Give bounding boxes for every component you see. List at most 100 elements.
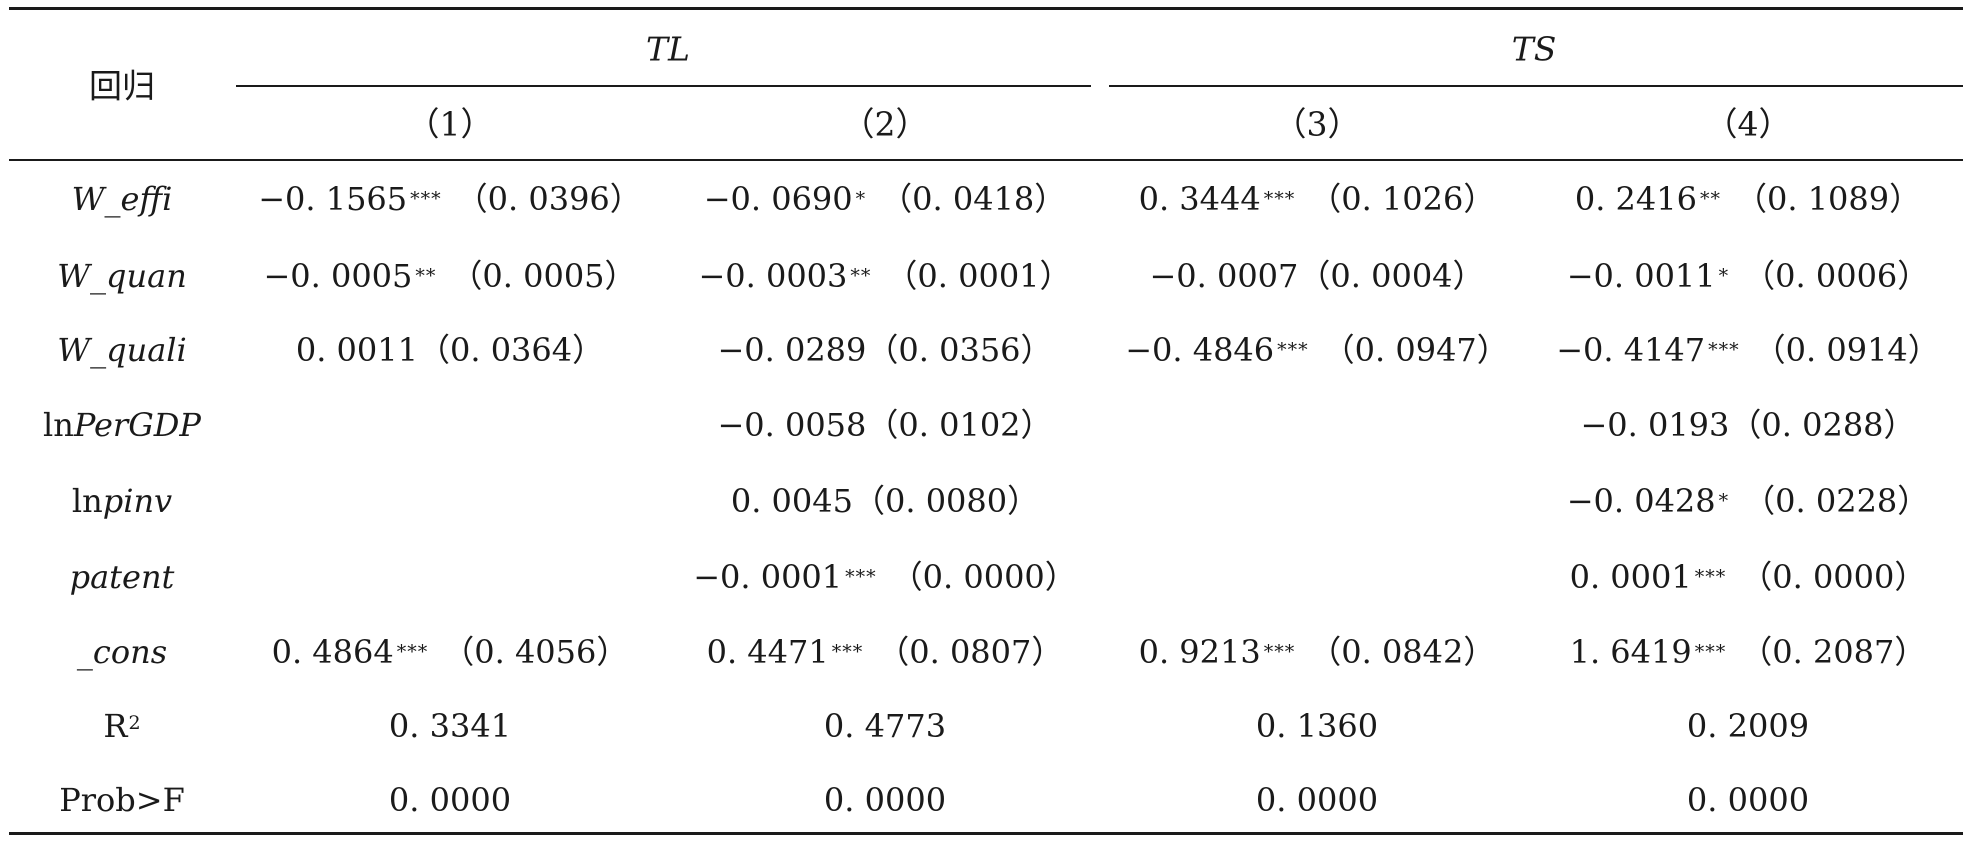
group-rule-ts (1109, 85, 1963, 87)
significance-stars: *** (1263, 188, 1296, 210)
significance-stars: * (855, 188, 867, 210)
coefficient-value: 0. 2416 (1574, 180, 1697, 218)
row-label: W_effi (72, 183, 173, 215)
coefficient-value: 0. 0000 (388, 781, 512, 819)
table-cell: 0. 2009 (1687, 710, 1809, 742)
significance-stars: *** (1277, 339, 1309, 361)
coefficient-value: 0. 0045 (730, 482, 853, 520)
standard-error: （0. 0396） (455, 180, 642, 218)
table-cell: −0. 4147 *** （0. 0914） (1556, 334, 1940, 366)
coefficient-value: 0. 0000 (1686, 781, 1810, 819)
standard-error: （0. 0005） (450, 257, 637, 295)
coefficient-value: 0. 4773 (823, 707, 947, 745)
table-cell: 0. 9213 *** （0. 0842） (1139, 636, 1496, 668)
table-cell: 0. 0011（0. 0364） (296, 334, 604, 366)
row-label: W_quali (57, 334, 187, 366)
significance-stars: *** (410, 188, 442, 210)
row-label: _cons (77, 636, 167, 668)
standard-error: （0. 0356） (866, 331, 1053, 369)
significance-stars: * (1718, 490, 1730, 512)
significance-stars: ** (415, 265, 437, 287)
significance-stars: *** (1263, 641, 1296, 663)
significance-stars: *** (1694, 566, 1727, 588)
significance-stars: * (1718, 265, 1730, 287)
coefficient-value: −0. 0005 (263, 257, 413, 295)
coefficient-value: −0. 4846 (1125, 331, 1275, 369)
significance-stars: *** (1694, 641, 1727, 663)
coefficient-value: 0. 0000 (823, 781, 947, 819)
coefficient-value: 1. 6419 (1569, 633, 1692, 671)
table-cell: −0. 0289（0. 0356） (717, 334, 1052, 366)
table-cell: 0. 1360 (1256, 710, 1378, 742)
row-label: lnpinv (72, 485, 172, 517)
table-cell: 0. 4773 (824, 710, 946, 742)
table-cell: −0. 0003 ** （0. 0001） (698, 260, 1071, 292)
row-label-text: W_quali (57, 331, 187, 369)
row-label-text: patent (69, 558, 175, 596)
table-cell: 0. 0000 (824, 784, 946, 816)
coefficient-value: −0. 0001 (693, 558, 843, 596)
standard-error: （0. 0418） (880, 180, 1067, 218)
table-cell: −0. 0011 * （0. 0006） (1567, 260, 1930, 292)
table-cell: −0. 0428 * （0. 0228） (1567, 485, 1930, 517)
standard-error: （0. 0288） (1729, 406, 1916, 444)
standard-error: （0. 0914） (1753, 331, 1940, 369)
row-label: lnPerGDP (43, 409, 201, 441)
coefficient-value: 0. 2009 (1686, 707, 1810, 745)
row-label-superscript: 2 (128, 712, 141, 734)
bottom-rule (9, 832, 1963, 835)
row-label-text: _cons (76, 633, 168, 671)
header-rule (9, 159, 1963, 161)
column-header-3: （3） (1273, 104, 1361, 144)
row-label-text: pinv (102, 482, 173, 520)
group-header-tl: TL (646, 29, 690, 69)
table-cell: −0. 0001 *** （0. 0000） (693, 561, 1077, 593)
table-cell: 0. 4864 *** （0. 4056） (272, 636, 629, 668)
row-label-prefix: ln (43, 406, 74, 444)
coefficient-value: −0. 0428 (1566, 482, 1716, 520)
standard-error: （0. 4056） (442, 633, 629, 671)
column-header-1: （1） (406, 104, 494, 144)
coefficient-value: 0. 0001 (1569, 558, 1692, 596)
coefficient-value: 0. 1360 (1255, 707, 1379, 745)
table-cell: −0. 0007（0. 0004） (1149, 260, 1484, 292)
coefficient-value: −0. 0193 (1580, 406, 1730, 444)
stub-header: 回归 (89, 66, 155, 106)
top-rule (9, 7, 1963, 10)
coefficient-value: 0. 4864 (271, 633, 394, 671)
row-label: W_quan (57, 260, 187, 292)
significance-stars: *** (1708, 339, 1740, 361)
column-header-2: （2） (841, 104, 929, 144)
standard-error: （0. 0228） (1743, 482, 1930, 520)
standard-error: （0. 0947） (1322, 331, 1509, 369)
standard-error: （0. 0102） (866, 406, 1053, 444)
row-label-text: W_effi (71, 180, 173, 218)
standard-error: （0. 0000） (1740, 558, 1927, 596)
row-label-text: W_quan (57, 257, 187, 295)
table-cell: −0. 0005 ** （0. 0005） (263, 260, 636, 292)
table-cell: 0. 4471 *** （0. 0807） (707, 636, 1064, 668)
coefficient-value: 0. 0000 (1255, 781, 1379, 819)
coefficient-value: −0. 1565 (258, 180, 408, 218)
table-cell: −0. 1565 *** （0. 0396） (258, 183, 642, 215)
standard-error: （0. 2087） (1740, 633, 1927, 671)
coefficient-value: −0. 0289 (717, 331, 867, 369)
table-cell: 1. 6419 *** （0. 2087） (1570, 636, 1927, 668)
significance-stars: *** (831, 641, 864, 663)
coefficient-value: 0. 9213 (1138, 633, 1261, 671)
table-cell: −0. 0058（0. 0102） (717, 409, 1052, 441)
standard-error: （0. 1089） (1734, 180, 1922, 218)
row-label-prefix: ln (71, 482, 103, 520)
coefficient-value: −0. 0690 (703, 180, 853, 218)
table-cell: −0. 0690 * （0. 0418） (704, 183, 1067, 215)
table-cell: −0. 4846 *** （0. 0947） (1125, 334, 1509, 366)
row-label: Prob>F (59, 784, 185, 816)
group-header-ts: TS (1511, 29, 1557, 69)
table-cell: 0. 3444 *** （0. 1026） (1139, 183, 1496, 215)
row-label-text: R (103, 707, 128, 745)
significance-stars: *** (845, 566, 877, 588)
coefficient-value: −0. 0003 (698, 257, 848, 295)
table-cell: 0. 3341 (389, 710, 511, 742)
coefficient-value: 0. 3341 (388, 707, 512, 745)
coefficient-value: −0. 0011 (1566, 257, 1716, 295)
